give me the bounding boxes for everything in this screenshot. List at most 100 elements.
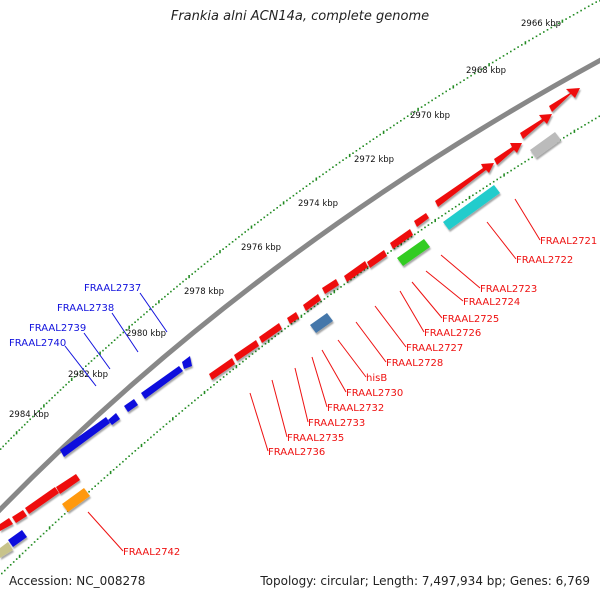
minor-tick xyxy=(312,180,314,183)
minor-tick xyxy=(216,253,218,255)
gene-arrow[interactable] xyxy=(530,132,561,158)
minor-tick xyxy=(102,349,104,352)
gene-arrow[interactable] xyxy=(12,510,27,523)
minor-tick xyxy=(517,165,519,167)
minor-tick xyxy=(122,331,125,334)
minor-tick xyxy=(307,310,309,313)
gene-label[interactable]: FRAAL2725 xyxy=(442,314,499,325)
gene-label[interactable]: FRAAL2726 xyxy=(424,328,481,339)
gene-label[interactable]: FRAAL2742 xyxy=(123,547,180,558)
gene-arrow[interactable] xyxy=(62,488,90,512)
minor-tick xyxy=(150,436,152,439)
minor-tick xyxy=(1,572,3,575)
kbp-label: 2972 kbp xyxy=(354,155,394,165)
gene-arrow[interactable] xyxy=(0,518,13,531)
minor-tick xyxy=(513,167,516,170)
gene-arrow[interactable] xyxy=(60,417,110,457)
minor-tick xyxy=(245,358,247,360)
minor-tick xyxy=(309,183,311,185)
accession-text: Accession: NC_008278 xyxy=(9,574,146,588)
gene-arrow[interactable] xyxy=(108,413,120,425)
gene-arrow[interactable] xyxy=(0,542,13,558)
minor-tick xyxy=(131,452,133,455)
gene-label[interactable]: FRAAL2728 xyxy=(386,358,443,369)
gene-arrow[interactable] xyxy=(124,399,138,412)
gene-arrow[interactable] xyxy=(494,143,522,165)
gene-arrow[interactable] xyxy=(8,530,27,547)
minor-tick xyxy=(550,26,553,29)
gene-arrow[interactable] xyxy=(322,279,339,294)
gene-label[interactable]: FRAAL2724 xyxy=(463,297,520,308)
minor-tick xyxy=(234,238,237,241)
gene-arrow[interactable] xyxy=(443,185,500,230)
gene-arrow[interactable] xyxy=(310,313,333,333)
minor-tick xyxy=(491,61,494,64)
minor-tick xyxy=(226,373,228,376)
minor-tick xyxy=(444,212,447,215)
gene-arrow[interactable] xyxy=(414,213,429,227)
minor-tick xyxy=(59,389,62,391)
minor-tick xyxy=(310,308,312,310)
gene-label[interactable]: FRAAL2727 xyxy=(406,343,463,354)
gene-label[interactable]: FRAAL2723 xyxy=(480,284,537,295)
gene-arrow[interactable] xyxy=(520,114,552,139)
gene-label[interactable]: FRAAL2721 xyxy=(540,236,597,247)
gene-label[interactable]: FRAAL2739 xyxy=(29,323,86,334)
minor-tick xyxy=(369,140,371,143)
kbp-label: 2984 kbp xyxy=(9,410,49,420)
gene-arrow[interactable] xyxy=(367,250,387,268)
minor-tick xyxy=(140,316,142,318)
minor-tick xyxy=(289,197,291,199)
gene-arrow[interactable] xyxy=(141,366,183,399)
gene-label[interactable]: FRAAL2732 xyxy=(327,403,384,414)
minor-tick xyxy=(496,178,498,181)
minor-tick xyxy=(343,283,346,286)
minor-tick xyxy=(48,399,51,402)
gene-label[interactable]: FRAAL2740 xyxy=(9,338,66,349)
major-tick xyxy=(188,275,190,279)
minor-tick xyxy=(261,345,263,348)
minor-tick xyxy=(463,79,465,81)
gene-arrow[interactable] xyxy=(234,340,259,361)
gene-arrow[interactable] xyxy=(182,356,192,369)
gene-label[interactable]: FRAAL2737 xyxy=(84,283,141,294)
gene-arrow[interactable] xyxy=(344,261,368,282)
minor-tick xyxy=(222,376,225,378)
minor-tick xyxy=(445,90,447,93)
gene-arrow[interactable] xyxy=(287,312,299,324)
gene-label[interactable]: FRAAL2733 xyxy=(308,418,365,429)
gene-arrow[interactable] xyxy=(549,88,580,112)
gene-arrow[interactable] xyxy=(25,487,59,514)
minor-tick xyxy=(330,293,332,295)
gene-label[interactable]: FRAAL2735 xyxy=(287,433,344,444)
minor-tick xyxy=(39,535,42,538)
major-tick xyxy=(417,107,419,111)
gene-arrow[interactable] xyxy=(397,239,430,266)
gene-label[interactable]: FRAAL2736 xyxy=(268,447,325,458)
gene-label[interactable]: FRAAL2722 xyxy=(516,255,573,266)
gene-arrow[interactable] xyxy=(56,474,80,494)
major-tick xyxy=(400,242,402,246)
minor-tick xyxy=(110,342,113,344)
reverse-genes xyxy=(0,132,561,558)
minor-tick xyxy=(9,564,12,566)
gene-arrow[interactable] xyxy=(259,323,282,343)
major-tick xyxy=(561,19,564,23)
gene-arrow[interactable] xyxy=(303,294,321,311)
minor-tick xyxy=(346,281,349,283)
gene-label[interactable]: FRAAL2730 xyxy=(346,388,403,399)
gene-label[interactable]: hisB xyxy=(366,373,387,384)
minor-tick xyxy=(115,466,118,468)
minor-tick xyxy=(165,423,168,425)
gene-arrow[interactable] xyxy=(390,229,413,249)
minor-tick xyxy=(340,286,342,288)
minor-tick xyxy=(225,246,228,248)
gene-arrow[interactable] xyxy=(435,163,494,207)
minor-tick xyxy=(287,325,290,328)
minor-tick xyxy=(420,228,423,231)
minor-tick xyxy=(320,300,322,303)
minor-tick xyxy=(591,119,593,122)
gene-arrow[interactable] xyxy=(209,358,235,380)
gene-label[interactable]: FRAAL2738 xyxy=(57,303,114,314)
minor-tick xyxy=(475,192,478,194)
